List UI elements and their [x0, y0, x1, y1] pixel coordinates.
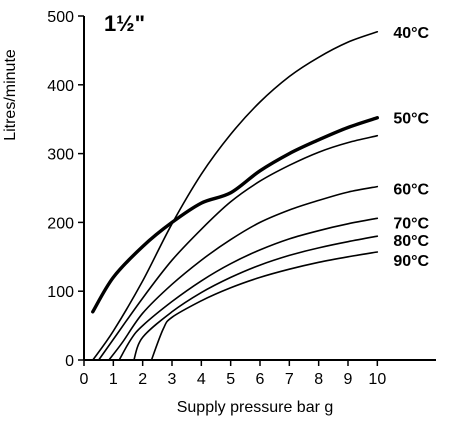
- y-tick-label: 200: [47, 215, 74, 232]
- series-line-heavy: [91, 116, 379, 314]
- x-tick-label: 6: [256, 371, 265, 388]
- x-tick-label: 3: [168, 371, 177, 388]
- y-tick-label: 500: [47, 9, 74, 26]
- series-line-40c: [92, 31, 379, 361]
- series-line-80c: [133, 235, 379, 361]
- x-tick-label: 9: [344, 371, 353, 388]
- series-label-90c: 90°C: [393, 253, 429, 270]
- x-axis-title: Supply pressure bar g: [177, 399, 334, 416]
- x-tick-label: 2: [138, 371, 147, 388]
- series-line-50c: [97, 134, 379, 361]
- axes: [83, 16, 436, 361]
- x-tick-label: 4: [197, 371, 206, 388]
- series-label-70c: 70°C: [393, 215, 429, 232]
- series-label-50c: 50°C: [393, 111, 429, 128]
- y-tick-label: 400: [47, 78, 74, 95]
- x-tick-label: 1: [109, 371, 118, 388]
- x-tick-label: 0: [80, 371, 89, 388]
- series-label-60c: 60°C: [393, 182, 429, 199]
- series-labels: 40°C 50°C 60°C 70°C80°C 90°C: [393, 25, 429, 270]
- curves: [91, 31, 379, 361]
- x-ticks: 0 1 2 3 4 5 6 7 8 9 10: [80, 360, 386, 388]
- x-tick-label: 7: [285, 371, 294, 388]
- y-tick-label: 300: [47, 147, 74, 164]
- x-tick-label: 8: [314, 371, 323, 388]
- y-tick-label: 100: [47, 284, 74, 301]
- series-line-70c: [118, 217, 379, 361]
- x-tick-label: 10: [368, 371, 386, 388]
- series-line-60c: [108, 185, 379, 361]
- series-label-40c: 40°C: [393, 25, 429, 42]
- chart-title: 1½": [104, 11, 145, 36]
- x-tick-label: 5: [226, 371, 235, 388]
- y-tick-label: 0: [65, 353, 74, 370]
- y-ticks: 0 100 200 300 400 500: [47, 9, 84, 370]
- series-label-80c: 80°C: [393, 233, 429, 250]
- y-axis-title: Litres/minute: [2, 49, 19, 141]
- series-line-90c: [150, 251, 379, 361]
